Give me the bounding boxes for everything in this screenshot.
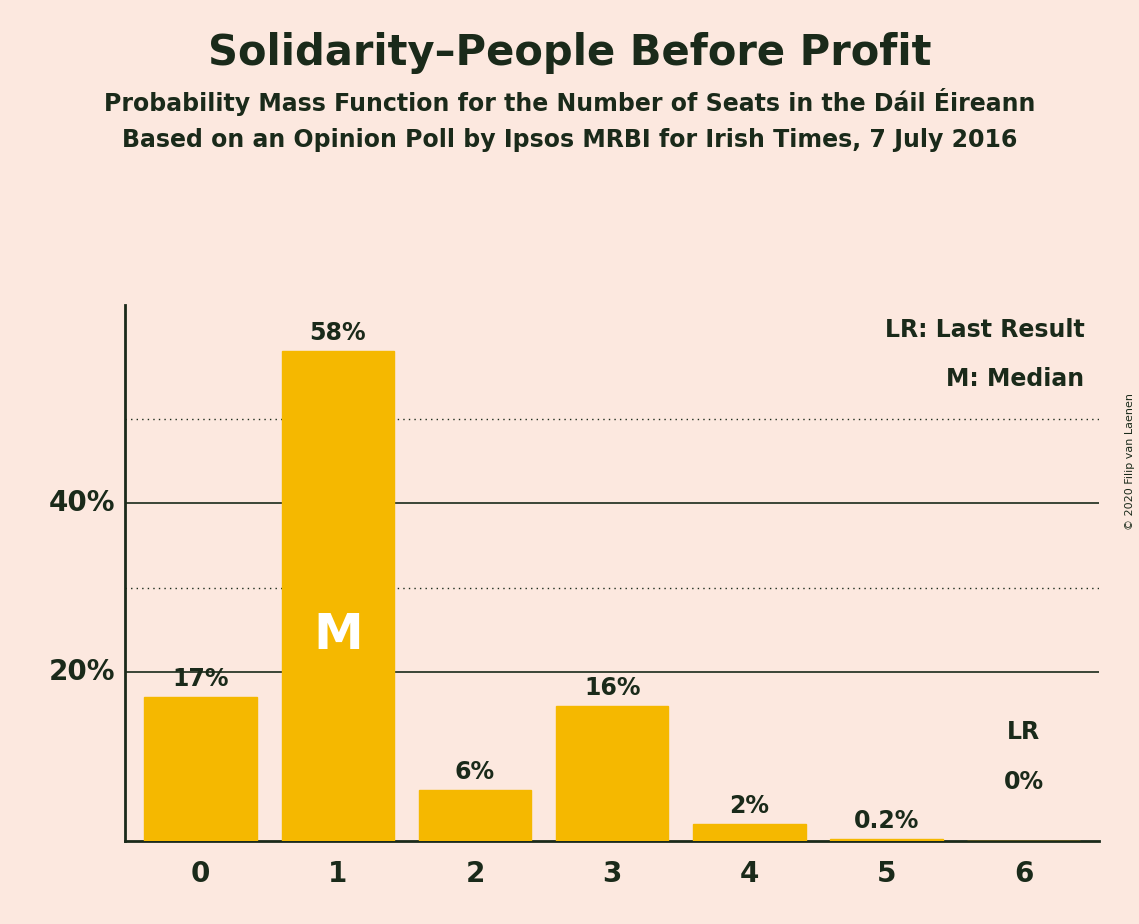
Bar bbox=[556, 706, 669, 841]
Text: 58%: 58% bbox=[310, 321, 367, 345]
Text: 0.2%: 0.2% bbox=[854, 809, 919, 833]
Bar bbox=[830, 839, 943, 841]
Text: Based on an Opinion Poll by Ipsos MRBI for Irish Times, 7 July 2016: Based on an Opinion Poll by Ipsos MRBI f… bbox=[122, 128, 1017, 152]
Text: 2%: 2% bbox=[729, 794, 769, 818]
Text: M: M bbox=[313, 612, 362, 659]
Text: 16%: 16% bbox=[584, 675, 640, 699]
Text: © 2020 Filip van Laenen: © 2020 Filip van Laenen bbox=[1125, 394, 1134, 530]
Text: 0%: 0% bbox=[1003, 771, 1043, 795]
Text: LR: Last Result: LR: Last Result bbox=[885, 319, 1084, 342]
Bar bbox=[419, 790, 531, 841]
Text: 20%: 20% bbox=[49, 658, 116, 686]
Bar bbox=[694, 824, 805, 841]
Text: M: Median: M: Median bbox=[947, 367, 1084, 391]
Text: 6%: 6% bbox=[454, 760, 495, 784]
Bar bbox=[281, 351, 394, 841]
Text: Solidarity–People Before Profit: Solidarity–People Before Profit bbox=[207, 32, 932, 74]
Text: Probability Mass Function for the Number of Seats in the Dáil Éireann: Probability Mass Function for the Number… bbox=[104, 88, 1035, 116]
Bar bbox=[145, 698, 257, 841]
Text: 40%: 40% bbox=[49, 489, 116, 517]
Text: 17%: 17% bbox=[172, 667, 229, 691]
Text: LR: LR bbox=[1007, 720, 1040, 744]
